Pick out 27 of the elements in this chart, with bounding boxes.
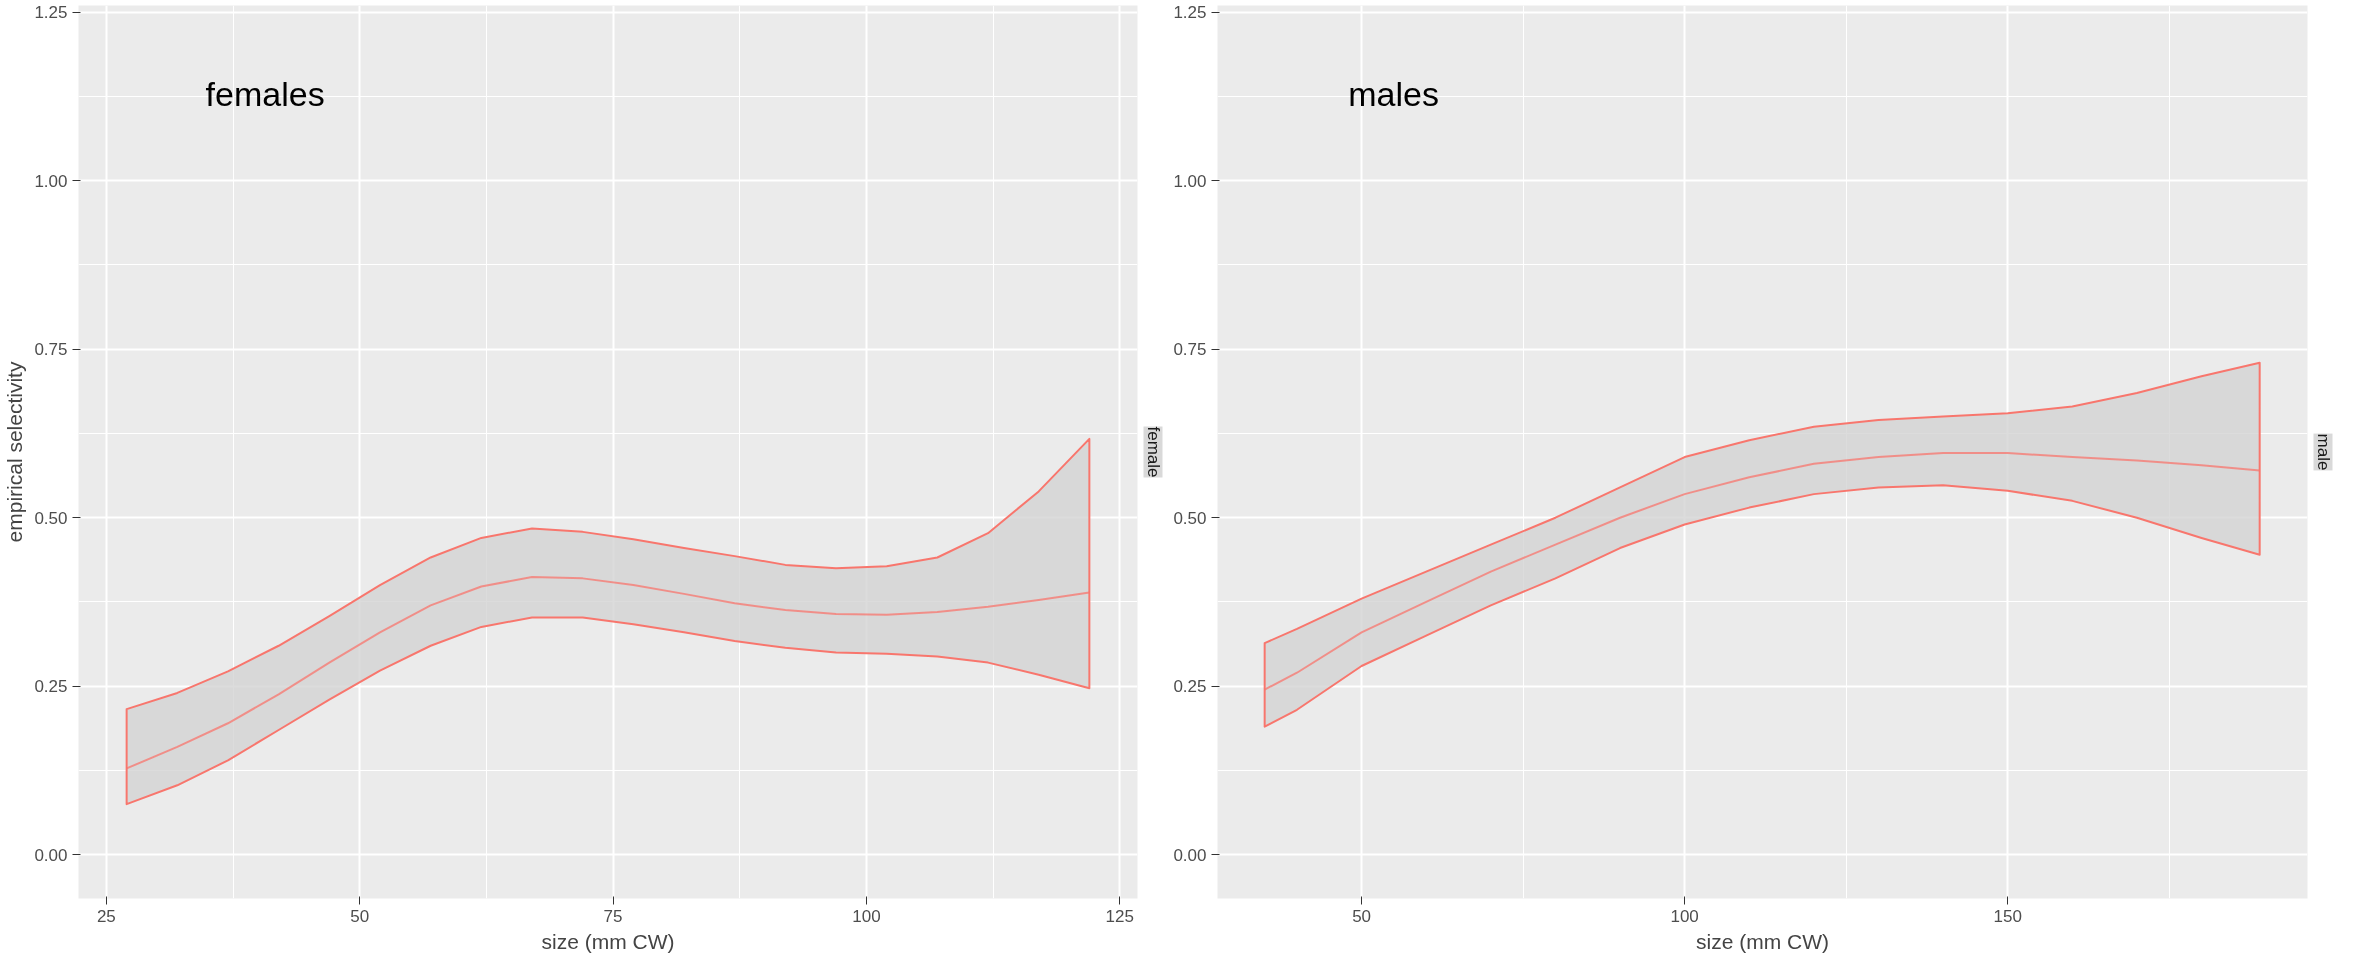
annotation: females [205, 74, 325, 113]
x-axis-title: size (mm CW) [1696, 929, 1829, 953]
y-tick-label: 1.00 [34, 171, 68, 191]
text: female [1143, 426, 1163, 478]
x-tick-label: 50 [350, 906, 370, 926]
y-tick-label: 0.50 [34, 508, 68, 528]
y-tick-label: 1.00 [1173, 171, 1207, 191]
y-tick-label: 0.00 [1173, 845, 1207, 865]
x-tick-label: 50 [1352, 906, 1372, 926]
y-axis-title: empirical selectivity [3, 361, 27, 543]
x-tick-label: 100 [852, 906, 881, 926]
annotation: males [1348, 74, 1439, 113]
x-axis-title: size (mm CW) [541, 929, 675, 953]
y-tick-label: 0.75 [34, 340, 68, 360]
x-tick-label: 100 [1670, 906, 1699, 926]
x-tick-label: 25 [96, 906, 116, 926]
y-tick-label: 0.00 [34, 845, 68, 865]
y-tick-label: 0.75 [1173, 340, 1207, 360]
x-tick-label: 75 [603, 906, 623, 926]
y-tick-label: 0.50 [1173, 508, 1207, 528]
y-tick-label: 1.25 [34, 3, 68, 23]
x-tick-label: 150 [1993, 906, 2022, 926]
y-tick-label: 0.25 [1173, 677, 1207, 697]
y-tick-label: 1.25 [1173, 3, 1207, 23]
text: male [2313, 433, 2333, 471]
y-tick-label: 0.25 [34, 677, 68, 697]
x-tick-label: 125 [1105, 906, 1134, 926]
